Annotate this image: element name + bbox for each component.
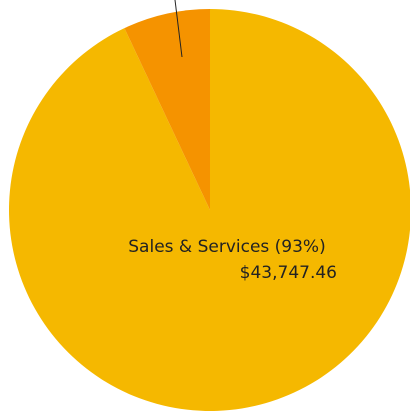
pie-slice xyxy=(124,8,210,210)
slice-amount: $43,747.46 xyxy=(240,263,337,283)
slice-label: Sales & Services (93%) xyxy=(128,237,325,257)
leader-line xyxy=(174,0,183,58)
pie xyxy=(9,8,410,411)
pie-slice xyxy=(9,9,410,411)
